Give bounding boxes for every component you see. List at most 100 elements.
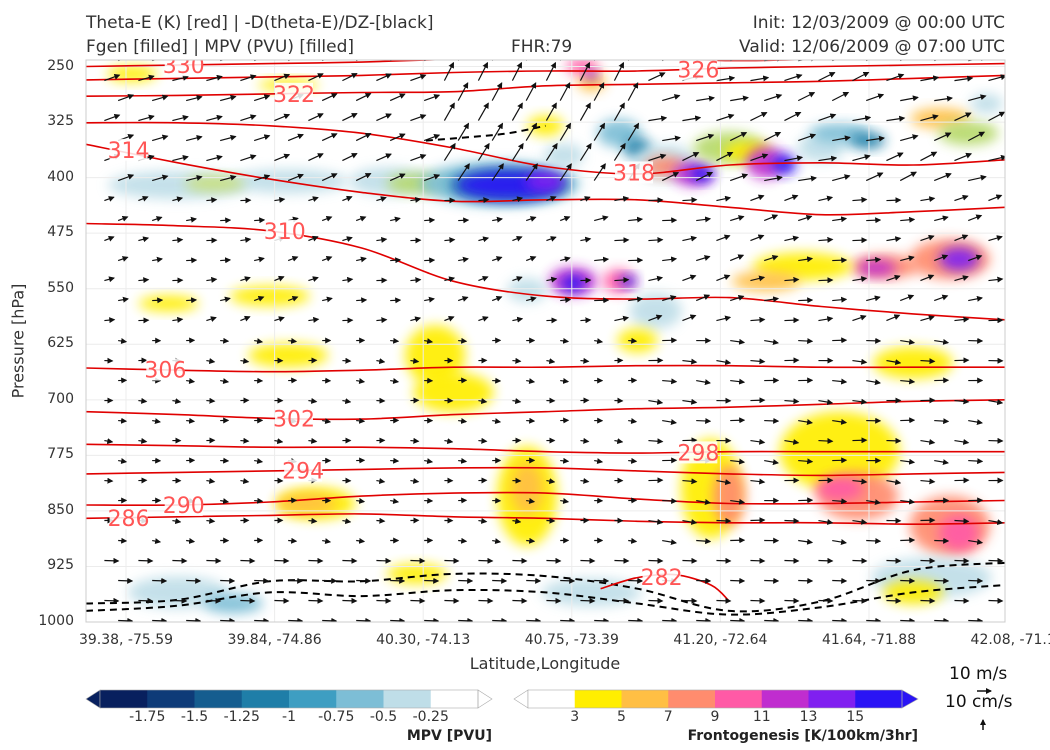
wind-vector — [560, 498, 570, 504]
wind-vector — [424, 338, 434, 345]
wind-vector — [118, 338, 128, 344]
wind-vector — [954, 75, 974, 82]
wind-vector — [900, 378, 916, 385]
wind-vector — [206, 316, 217, 322]
wind-vector — [118, 296, 129, 303]
theta-e-contour-302 — [86, 399, 1005, 421]
wind-vector — [526, 296, 537, 303]
field-blob-31 — [939, 247, 980, 272]
wind-vector — [376, 153, 392, 162]
y-tick-label: 850 — [47, 501, 74, 518]
wind-vector — [254, 458, 264, 464]
wind-vector — [492, 216, 503, 223]
wind-vector — [342, 518, 352, 525]
y-axis-label: Pressure [hPa] — [8, 283, 28, 399]
wind-vector — [798, 297, 814, 304]
wind-vector — [220, 498, 230, 505]
wind-vector — [287, 173, 304, 182]
fgen-colorbar-tick: 7 — [663, 709, 673, 725]
wind-vector — [457, 296, 469, 302]
wind-vector — [526, 216, 537, 222]
wind-vector — [852, 71, 870, 82]
wind-vector — [886, 197, 902, 204]
wind-vector — [423, 134, 441, 142]
theta-e-upper-0 — [86, 32, 1005, 35]
wind-vector — [478, 517, 488, 524]
wind-vector — [696, 538, 712, 545]
wind-vector — [866, 93, 885, 102]
wind-vector — [614, 22, 622, 40]
wind-vector — [559, 82, 571, 101]
wind-vector — [716, 315, 732, 322]
wind-vector — [240, 478, 250, 484]
wind-vector — [818, 195, 834, 202]
wind-vector — [900, 134, 919, 142]
wind-vector — [356, 378, 366, 384]
wind-vector — [424, 458, 434, 465]
wind-vector — [559, 215, 571, 222]
wind-vector — [253, 94, 271, 102]
wind-vector — [627, 82, 639, 101]
wind-vector — [818, 277, 834, 284]
wind-vector — [308, 34, 323, 41]
forecast-hour: FHR:79 — [511, 37, 573, 57]
wind-vector — [886, 274, 901, 282]
wind-vector — [491, 82, 503, 101]
stability-contours — [86, 124, 1005, 616]
wind-vector — [866, 135, 885, 142]
wind-vector — [288, 537, 298, 544]
wind-vector — [886, 73, 905, 82]
field-blob-28 — [938, 121, 999, 146]
wind-vector — [682, 398, 698, 405]
wind-vector — [444, 438, 454, 445]
wind-vector — [784, 317, 800, 324]
wind-vector — [410, 196, 422, 203]
wind-vector — [798, 419, 813, 425]
wind-vector — [477, 142, 490, 161]
wind-vector — [682, 314, 697, 322]
wind-vector — [750, 517, 766, 524]
wind-vector — [648, 518, 664, 525]
wind-vector — [220, 134, 237, 142]
wind-vector — [478, 22, 486, 40]
theta-e-labels: 330 326 322 318 314 310 306 302 298 294 290 286 282 — [108, 60, 719, 591]
wind-vector — [628, 296, 644, 303]
wind-vector — [356, 537, 366, 544]
mpv-colorbar-label: MPV [PVU] — [406, 728, 492, 744]
wind-vector — [648, 275, 664, 282]
wind-vector — [852, 115, 872, 122]
wind-vector — [750, 316, 766, 323]
wind-vector — [613, 102, 625, 121]
wind-vector — [478, 437, 488, 444]
wind-vector — [424, 217, 436, 224]
wind-vector — [750, 234, 765, 242]
wind-vector — [988, 194, 1003, 202]
wind-vector — [274, 73, 291, 82]
wind-vector — [900, 498, 916, 505]
field-blob-44 — [248, 343, 329, 368]
wind-vector — [852, 478, 868, 485]
wind-vector — [818, 155, 838, 162]
field-blob-39 — [620, 275, 637, 288]
wind-vector — [832, 174, 851, 182]
wind-vector — [832, 216, 848, 223]
wind-vector — [206, 358, 216, 364]
wind-vector — [784, 111, 802, 122]
wind-vector — [512, 316, 524, 323]
theta-e-contour-290 — [86, 491, 1005, 507]
theta-e-upper-2 — [86, 41, 1005, 44]
wind-vector — [900, 458, 916, 465]
wind-vector — [186, 216, 197, 223]
wind-vector — [730, 294, 745, 302]
wind-vector — [614, 277, 630, 284]
wind-vector — [628, 216, 644, 223]
wind-vector — [866, 256, 882, 263]
wind-vector — [852, 358, 868, 365]
wind-vector — [117, 215, 129, 222]
fgen-colorbar-tick: 11 — [752, 709, 771, 725]
wind-vector — [355, 215, 367, 222]
wind-vector — [356, 297, 368, 304]
wind-vector — [287, 133, 304, 142]
field-blob-47 — [617, 328, 658, 353]
wind-vector — [478, 316, 489, 322]
